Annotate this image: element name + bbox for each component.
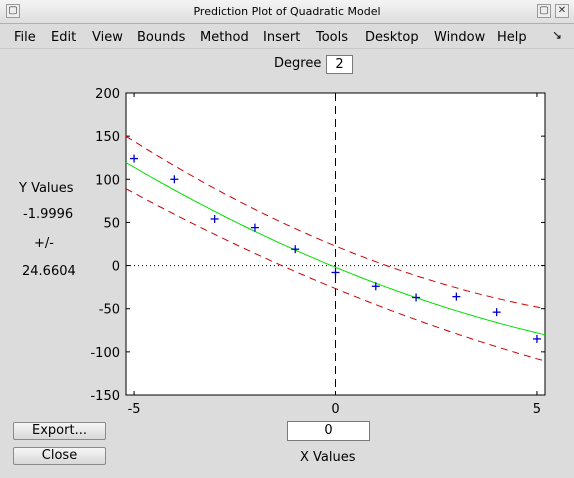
y-tick-label: -50 xyxy=(99,303,120,318)
close-window-button[interactable]: ✕ xyxy=(555,4,569,18)
y-ci-value: 24.6604 xyxy=(22,264,76,279)
menu-window[interactable]: Window xyxy=(434,30,486,45)
data-point xyxy=(250,223,259,232)
x-value-input[interactable]: 0 xyxy=(287,421,370,441)
dock-arrow-icon[interactable]: ↘ xyxy=(552,28,563,42)
data-point xyxy=(331,268,340,277)
menu-file[interactable]: File xyxy=(14,30,36,45)
data-point xyxy=(492,308,501,317)
data-point xyxy=(210,214,219,223)
x-tick-label: -5 xyxy=(128,402,141,417)
y-tick-label: -100 xyxy=(90,346,120,361)
data-point xyxy=(130,154,139,163)
title-bar: Prediction Plot of Quadratic Model ▢ ▢ ✕ xyxy=(0,0,574,24)
menu-bar: File Edit View Bounds Method Insert Tool… xyxy=(0,25,574,49)
lower-bound-curve xyxy=(125,188,546,362)
minimize-button[interactable]: ▢ xyxy=(537,4,551,18)
menu-bounds[interactable]: Bounds xyxy=(137,30,186,45)
menu-desktop[interactable]: Desktop xyxy=(365,30,419,45)
degree-label: Degree xyxy=(274,56,322,71)
y-tick-label: 50 xyxy=(103,216,120,231)
y-tick-label: 150 xyxy=(95,130,120,145)
window-menu-button[interactable]: ▢ xyxy=(6,4,20,18)
y-tick-label: 200 xyxy=(95,87,120,102)
close-button[interactable]: Close xyxy=(13,447,106,465)
y-tick-label: 100 xyxy=(95,173,120,188)
y-values-label: Y Values xyxy=(19,181,74,196)
upper-bound-curve xyxy=(125,135,546,309)
fit-curve xyxy=(125,162,546,336)
x-tick-label: 0 xyxy=(331,402,339,417)
menu-method[interactable]: Method xyxy=(200,30,249,45)
data-point xyxy=(452,292,461,301)
y-value: -1.9996 xyxy=(23,207,74,222)
x-axis-label: X Values xyxy=(300,450,356,465)
window-title: Prediction Plot of Quadratic Model xyxy=(193,5,381,18)
data-point xyxy=(371,282,380,291)
y-tick-label: 0 xyxy=(112,260,120,275)
y-tick-label: -150 xyxy=(90,389,120,404)
menu-insert[interactable]: Insert xyxy=(263,30,301,45)
data-point xyxy=(291,245,300,254)
degree-input[interactable]: 2 xyxy=(326,55,353,74)
menu-tools[interactable]: Tools xyxy=(316,30,349,45)
x-tick-label: 5 xyxy=(533,402,541,417)
data-point xyxy=(412,293,421,302)
menu-view[interactable]: View xyxy=(92,30,123,45)
export-button[interactable]: Export... xyxy=(13,422,106,440)
data-point xyxy=(170,175,179,184)
data-point xyxy=(532,334,541,343)
menu-help[interactable]: Help xyxy=(497,30,527,45)
plus-minus-label: +/- xyxy=(34,236,54,251)
menu-edit[interactable]: Edit xyxy=(51,30,77,45)
